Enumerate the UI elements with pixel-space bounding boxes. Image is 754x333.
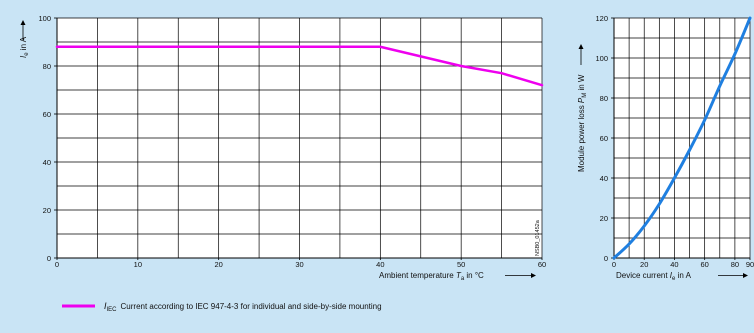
r-x-tick-label: 40 bbox=[670, 260, 678, 269]
right-chart: 0 20 40 60 80 90 0 20 40 60 80 100 120 Module power… bbox=[577, 14, 754, 282]
left-watermark: NSB0_01452a bbox=[535, 219, 541, 256]
right-x-axis-arrow bbox=[718, 273, 748, 278]
r-series-line bbox=[612, 16, 752, 260]
l-y-tick-label: 40 bbox=[43, 158, 51, 167]
l-x-tick-label: 60 bbox=[538, 260, 546, 269]
legend: IIEC Current according to IEC 947-4-3 for… bbox=[62, 301, 382, 313]
r-x-tick-label: 90 bbox=[746, 260, 754, 269]
l-y-tick-label: 100 bbox=[38, 14, 51, 23]
r-x-tick-label: 80 bbox=[731, 260, 739, 269]
r-y-tick-label: 20 bbox=[600, 214, 608, 223]
left-x-tick-labels: 0 10 20 30 40 50 60 bbox=[55, 258, 546, 269]
right-series bbox=[612, 16, 752, 260]
r-y-tick-label: 80 bbox=[600, 94, 608, 103]
left-series bbox=[55, 45, 544, 87]
left-chart: 0 10 20 30 40 50 60 0 20 40 60 80 100 NSB0_01452a I… bbox=[19, 14, 546, 313]
r-y-tick-label: 120 bbox=[595, 14, 608, 23]
r-x-tick-label: 0 bbox=[612, 260, 616, 269]
left-x-axis-arrow bbox=[505, 273, 536, 278]
right-y-tick-labels: 0 20 40 60 80 100 120 bbox=[595, 14, 614, 263]
r-x-tick-label: 20 bbox=[640, 260, 648, 269]
left-y-axis-label: Ie in A bbox=[19, 36, 30, 58]
r-y-tick-label: 40 bbox=[600, 174, 608, 183]
right-x-axis-label: Device current Ie in A bbox=[616, 271, 692, 282]
l-y-tick-label: 20 bbox=[43, 206, 51, 215]
right-y-axis-arrow bbox=[578, 44, 584, 65]
l-series-line bbox=[55, 45, 544, 87]
left-y-tick-labels: 0 20 40 60 80 100 bbox=[38, 14, 57, 263]
left-y-axis-arrow bbox=[20, 20, 26, 40]
left-grid bbox=[56, 17, 543, 259]
left-x-axis-label: Ambient temperature Ta in °C bbox=[379, 271, 484, 282]
l-x-tick-label: 10 bbox=[134, 260, 142, 269]
l-x-tick-label: 50 bbox=[457, 260, 465, 269]
right-x-tick-labels: 0 20 40 60 80 90 bbox=[612, 258, 754, 269]
r-y-tick-label: 0 bbox=[604, 254, 608, 263]
l-x-tick-label: 40 bbox=[376, 260, 384, 269]
l-x-tick-label: 20 bbox=[214, 260, 222, 269]
legend-label: IIEC Current according to IEC 947-4-3 for… bbox=[104, 301, 382, 313]
r-y-tick-label: 60 bbox=[600, 134, 608, 143]
l-x-tick-label: 30 bbox=[295, 260, 303, 269]
l-y-tick-label: 60 bbox=[43, 110, 51, 119]
l-y-tick-label: 80 bbox=[43, 62, 51, 71]
l-y-tick-label: 0 bbox=[47, 254, 51, 263]
r-x-tick-label: 60 bbox=[700, 260, 708, 269]
r-y-tick-label: 100 bbox=[595, 54, 608, 63]
l-x-tick-label: 0 bbox=[55, 260, 59, 269]
right-y-axis-label: Module power loss PM in W bbox=[577, 74, 588, 172]
